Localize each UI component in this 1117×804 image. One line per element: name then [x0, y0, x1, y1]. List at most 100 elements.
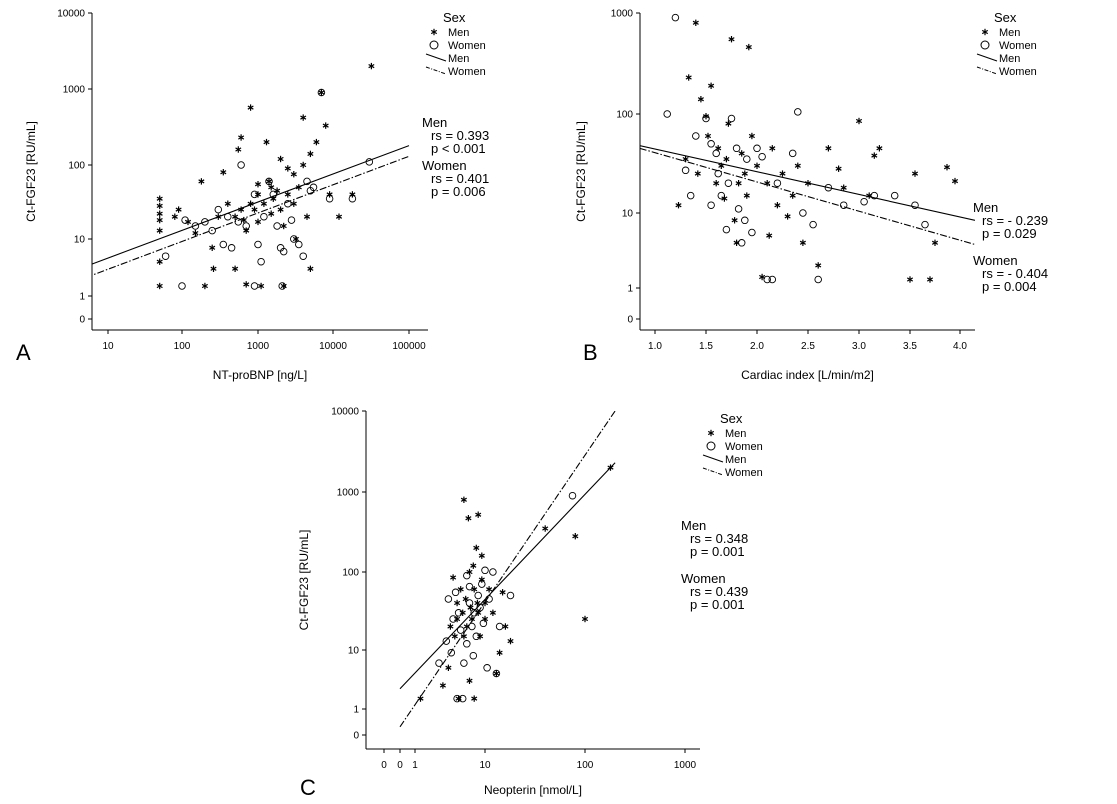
point-circle [348, 194, 357, 203]
point-star [794, 162, 801, 170]
point-circle [242, 222, 250, 230]
point-circle [447, 648, 456, 657]
point-star [607, 464, 614, 471]
point-circle [290, 235, 298, 243]
point-star [300, 114, 307, 121]
point-star [335, 213, 343, 220]
point-star [175, 206, 182, 213]
point-star [499, 589, 506, 596]
point-circle [161, 252, 170, 260]
point-star [694, 170, 701, 177]
point-star [243, 281, 250, 288]
point-star [210, 265, 217, 272]
point-star [835, 165, 842, 172]
point-star [766, 232, 773, 239]
point-circle [435, 659, 443, 667]
x-tick-label: 2.5 [801, 341, 815, 352]
point-circle [663, 110, 671, 118]
point-star [906, 276, 914, 283]
y-tick-label: 10000 [331, 407, 359, 418]
point-circle [707, 140, 715, 148]
point-circle [870, 191, 879, 200]
point-star [224, 200, 231, 207]
legend-entry: Women [999, 40, 1037, 52]
legend-title: Sex [443, 10, 466, 25]
point-circle [458, 694, 467, 703]
point-star [466, 677, 473, 684]
series-men [417, 464, 614, 702]
point-circle [824, 183, 833, 192]
annotation-line: rs = - 0.239 [982, 213, 1048, 228]
point-circle [472, 632, 481, 641]
point-circle [219, 240, 228, 249]
panel-letter: A [16, 340, 31, 365]
point-star [460, 633, 467, 640]
point-circle [273, 222, 281, 230]
legend-star-icon [981, 28, 989, 36]
point-star [471, 695, 478, 702]
point-star [789, 192, 796, 199]
point-circle [227, 244, 236, 252]
point-star [723, 155, 730, 163]
legend-star-icon [430, 28, 438, 36]
point-circle [449, 615, 457, 623]
point-circle [214, 205, 223, 214]
point-circle [265, 177, 273, 186]
x-tick-label: 10 [102, 341, 114, 352]
y-axis-label: Ct-FGF23 [RU/mL] [574, 121, 588, 222]
x-tick-label: 100000 [392, 341, 426, 352]
legend-entry: Men [999, 27, 1020, 39]
legend-entry: Men [448, 27, 469, 39]
point-star [295, 184, 302, 191]
series-women [435, 491, 577, 703]
point-circle [890, 191, 899, 200]
y-tick-label: 10 [74, 235, 86, 246]
point-circle [489, 568, 497, 576]
x-tick-label: 1000 [247, 341, 270, 352]
y-tick-label: 1 [79, 292, 85, 303]
point-star [457, 586, 464, 593]
point-star [232, 213, 239, 220]
x-tick-label: 4.0 [953, 341, 967, 352]
point-circle [921, 220, 929, 229]
point-star [284, 165, 291, 172]
point-star [439, 682, 446, 689]
x-axis-label: Cardiac index [L/min/m2] [741, 368, 874, 382]
annotation-group: Women [973, 253, 1018, 268]
point-circle [799, 209, 807, 217]
point-circle [495, 622, 504, 631]
legend-solid-line-icon [702, 454, 724, 463]
point-star [769, 145, 776, 152]
point-star [215, 213, 222, 220]
point-star [322, 122, 329, 129]
point-circle [444, 595, 453, 603]
point-star [876, 145, 883, 152]
point-star [260, 200, 267, 207]
legend-dashdot-line-icon [425, 66, 447, 75]
point-star [251, 206, 258, 213]
point-circle [714, 169, 722, 178]
point-star [725, 120, 732, 127]
series-women [161, 88, 374, 290]
x-axis-label: Neopterin [nmol/L] [484, 783, 582, 797]
point-star [815, 262, 822, 269]
y-tick-label: 1 [353, 705, 359, 716]
point-circle [727, 114, 736, 123]
point-star [417, 695, 424, 702]
point-circle [470, 609, 478, 617]
point-circle [181, 216, 189, 224]
point-star [951, 177, 959, 185]
point-circle [469, 651, 478, 660]
point-star [368, 62, 375, 70]
y-tick-label: 1000 [63, 85, 86, 96]
annotation-line: p = 0.029 [982, 226, 1037, 241]
point-star [292, 235, 299, 243]
point-circle [773, 179, 782, 187]
point-circle [686, 191, 695, 200]
point-star [326, 191, 333, 198]
annotation-line: rs = 0.401 [431, 171, 489, 186]
